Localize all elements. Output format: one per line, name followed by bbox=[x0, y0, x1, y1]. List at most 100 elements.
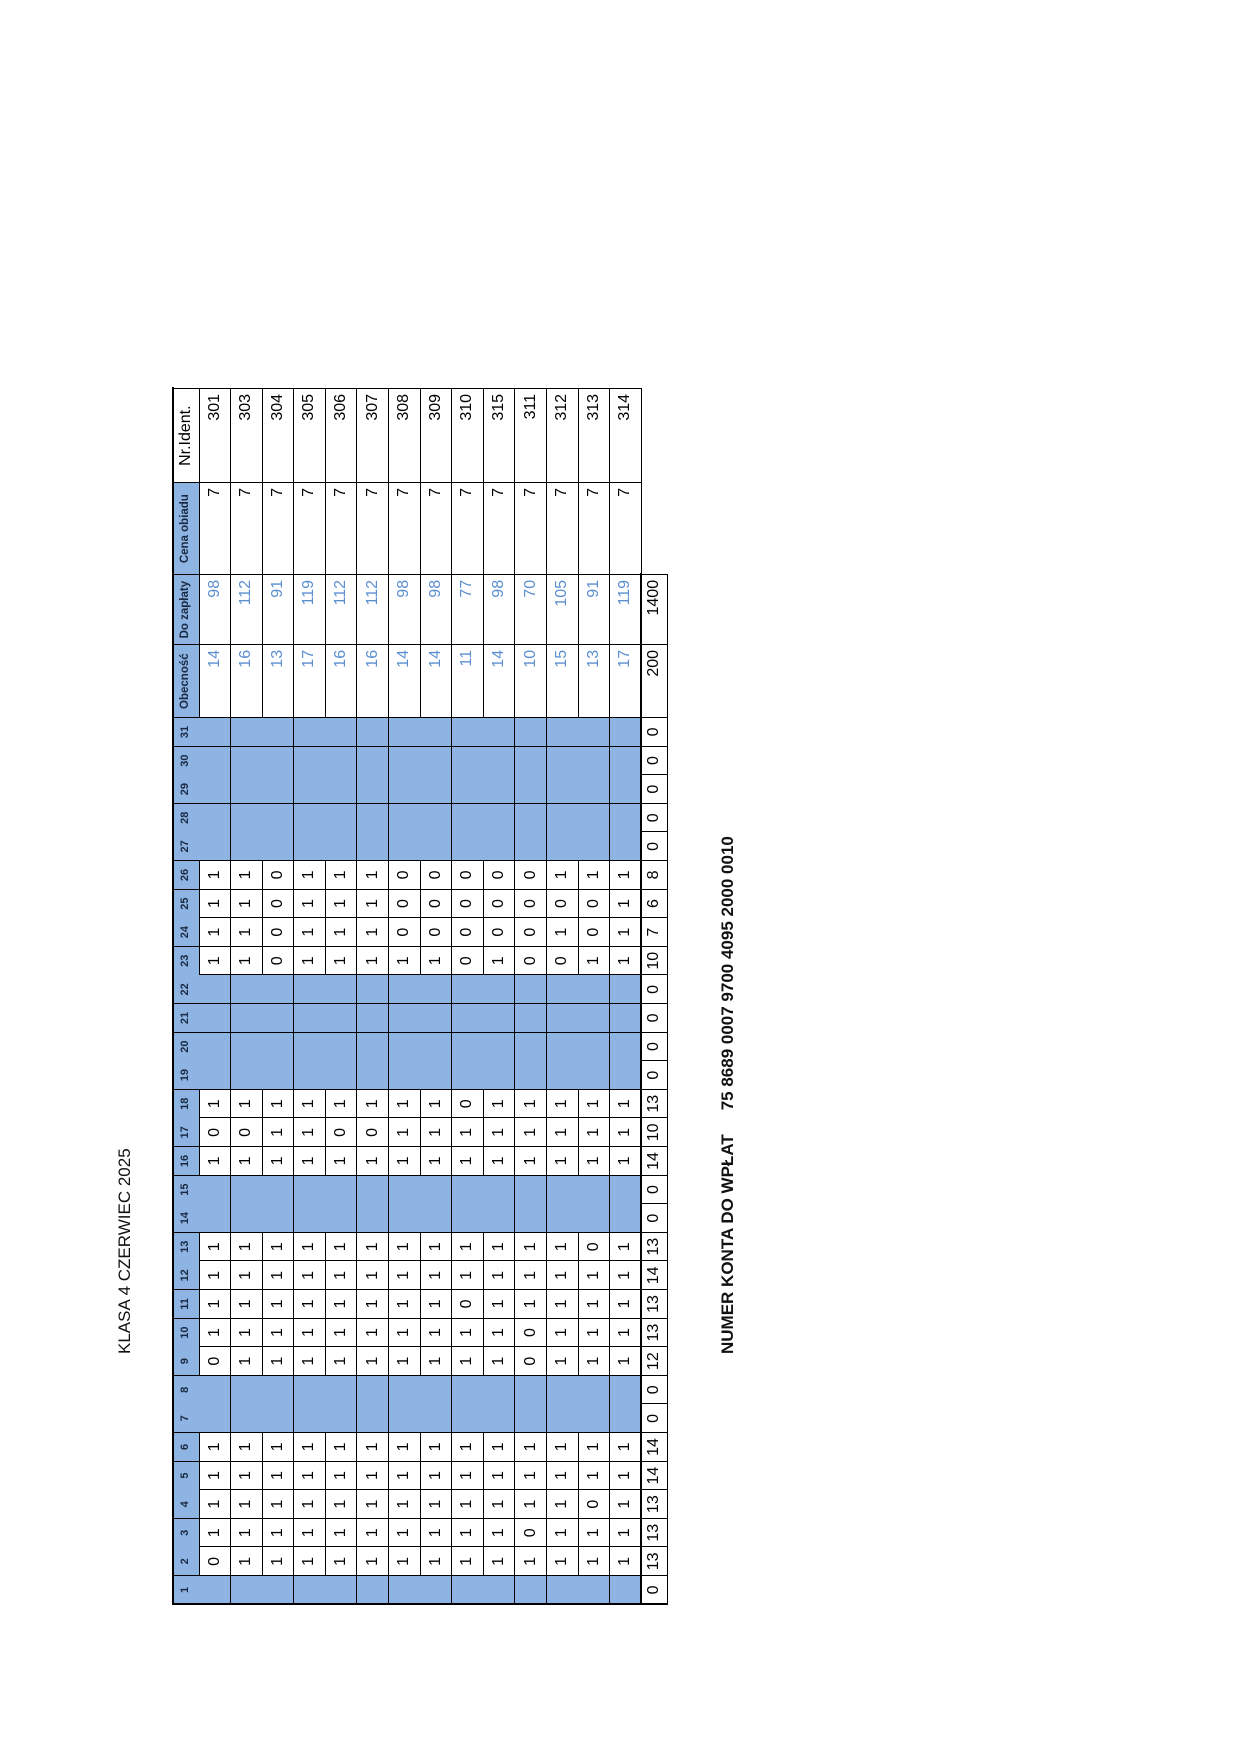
closed-day-cell bbox=[388, 802, 421, 832]
attendance-cell: 1 bbox=[609, 888, 642, 918]
cena-obiadu-cell: 7 bbox=[357, 481, 390, 575]
attendance-cell: 1 bbox=[293, 1431, 326, 1461]
attendance-cell: 1 bbox=[262, 1346, 295, 1376]
closed-day-cell bbox=[357, 1174, 390, 1204]
closed-day-cell bbox=[325, 1060, 358, 1090]
attendance-cell: 1 bbox=[546, 1117, 579, 1147]
attendance-cell: 1 bbox=[262, 1088, 295, 1118]
attendance-cell: 0 bbox=[578, 917, 611, 947]
attendance-cell: 1 bbox=[420, 1088, 453, 1118]
closed-day-cell bbox=[199, 716, 232, 746]
closed-day-cell bbox=[420, 1060, 453, 1090]
obecnosc-cell: 14 bbox=[483, 643, 516, 718]
attendance-cell: 1 bbox=[420, 1431, 453, 1461]
attendance-cell: 1 bbox=[388, 1460, 421, 1490]
do-zaplaty-cell: 98 bbox=[388, 573, 421, 645]
closed-day-cell bbox=[388, 1002, 421, 1032]
attendance-cell: 1 bbox=[230, 1460, 263, 1490]
attendance-cell: 0 bbox=[483, 917, 516, 947]
attendance-cell: 1 bbox=[515, 1431, 548, 1461]
closed-day-cell bbox=[420, 1403, 453, 1433]
closed-day-cell bbox=[357, 802, 390, 832]
attendance-cell: 1 bbox=[546, 1489, 579, 1519]
do-zaplaty-cell: 77 bbox=[451, 573, 484, 645]
attendance-cell: 1 bbox=[451, 1460, 484, 1490]
closed-day-cell bbox=[262, 1002, 295, 1032]
attendance-cell: 1 bbox=[293, 1317, 326, 1347]
closed-day-cell bbox=[546, 802, 579, 832]
total-day-cell: 6 bbox=[641, 888, 668, 918]
attendance-cell: 1 bbox=[230, 1546, 263, 1576]
closed-day-cell bbox=[293, 1574, 326, 1604]
total-day-cell: 12 bbox=[641, 1346, 668, 1376]
attendance-cell: 1 bbox=[451, 1517, 484, 1547]
attendance-cell: 0 bbox=[420, 917, 453, 947]
closed-day-cell bbox=[325, 802, 358, 832]
total-day-cell: 8 bbox=[641, 859, 668, 889]
closed-day-cell bbox=[546, 974, 579, 1004]
attendance-cell: 1 bbox=[357, 1088, 390, 1118]
closed-day-cell bbox=[262, 716, 295, 746]
attendance-cell: 1 bbox=[388, 1117, 421, 1147]
attendance-cell: 1 bbox=[199, 1317, 232, 1347]
do-zaplaty-cell: 98 bbox=[420, 573, 453, 645]
total-day-cell: 0 bbox=[641, 1203, 668, 1233]
attendance-cell: 0 bbox=[515, 945, 548, 975]
day-header: 7 bbox=[173, 1403, 200, 1433]
attendance-cell: 1 bbox=[483, 1260, 516, 1290]
closed-day-cell bbox=[230, 974, 263, 1004]
total-day-cell: 0 bbox=[641, 802, 668, 832]
attendance-cell: 1 bbox=[483, 1231, 516, 1261]
cena-obiadu-cell: 7 bbox=[293, 481, 326, 575]
attendance-cell: 1 bbox=[262, 1431, 295, 1461]
attendance-cell: 0 bbox=[451, 917, 484, 947]
account-number: 75 8689 0007 9700 4095 2000 0010 bbox=[718, 836, 737, 1111]
day-header: 31 bbox=[173, 716, 200, 746]
attendance-cell: 1 bbox=[262, 1517, 295, 1547]
closed-day-cell bbox=[262, 745, 295, 775]
total-day-cell: 13 bbox=[641, 1546, 668, 1576]
attendance-cell: 1 bbox=[262, 1546, 295, 1576]
closed-day-cell bbox=[325, 1174, 358, 1204]
day-header: 12 bbox=[173, 1260, 200, 1290]
closed-day-cell bbox=[262, 1174, 295, 1204]
total-obecnosc-cell: 200 bbox=[641, 643, 668, 718]
attendance-cell: 0 bbox=[325, 1117, 358, 1147]
closed-day-cell bbox=[420, 831, 453, 861]
attendance-cell: 1 bbox=[515, 1260, 548, 1290]
closed-day-cell bbox=[199, 1403, 232, 1433]
closed-day-cell bbox=[199, 745, 232, 775]
attendance-cell: 1 bbox=[483, 1288, 516, 1318]
closed-day-cell bbox=[293, 1403, 326, 1433]
closed-day-cell bbox=[293, 802, 326, 832]
closed-day-cell bbox=[451, 974, 484, 1004]
attendance-cell: 1 bbox=[293, 1346, 326, 1376]
closed-day-cell bbox=[230, 1403, 263, 1433]
day-header: 15 bbox=[173, 1174, 200, 1204]
closed-day-cell bbox=[357, 831, 390, 861]
attendance-cell: 1 bbox=[578, 1431, 611, 1461]
attendance-cell: 0 bbox=[451, 859, 484, 889]
attendance-cell: 1 bbox=[293, 1288, 326, 1318]
day-header: 23 bbox=[173, 945, 200, 975]
day-header: 29 bbox=[173, 774, 200, 804]
closed-day-cell bbox=[451, 1060, 484, 1090]
closed-day-cell bbox=[609, 1002, 642, 1032]
closed-day-cell bbox=[388, 1031, 421, 1061]
attendance-cell: 1 bbox=[325, 1346, 358, 1376]
attendance-cell: 1 bbox=[325, 917, 358, 947]
attendance-cell: 1 bbox=[325, 1517, 358, 1547]
attendance-cell: 0 bbox=[262, 888, 295, 918]
closed-day-cell bbox=[230, 1002, 263, 1032]
closed-day-cell bbox=[357, 1031, 390, 1061]
obecnosc-cell: 17 bbox=[293, 643, 326, 718]
attendance-cell: 1 bbox=[609, 1346, 642, 1376]
closed-day-cell bbox=[483, 1574, 516, 1604]
closed-day-cell bbox=[546, 1574, 579, 1604]
closed-day-cell bbox=[483, 1403, 516, 1433]
attendance-cell: 1 bbox=[293, 1117, 326, 1147]
closed-day-cell bbox=[515, 774, 548, 804]
day-header: 18 bbox=[173, 1088, 200, 1118]
attendance-cell: 1 bbox=[325, 1088, 358, 1118]
attendance-cell: 0 bbox=[230, 1117, 263, 1147]
